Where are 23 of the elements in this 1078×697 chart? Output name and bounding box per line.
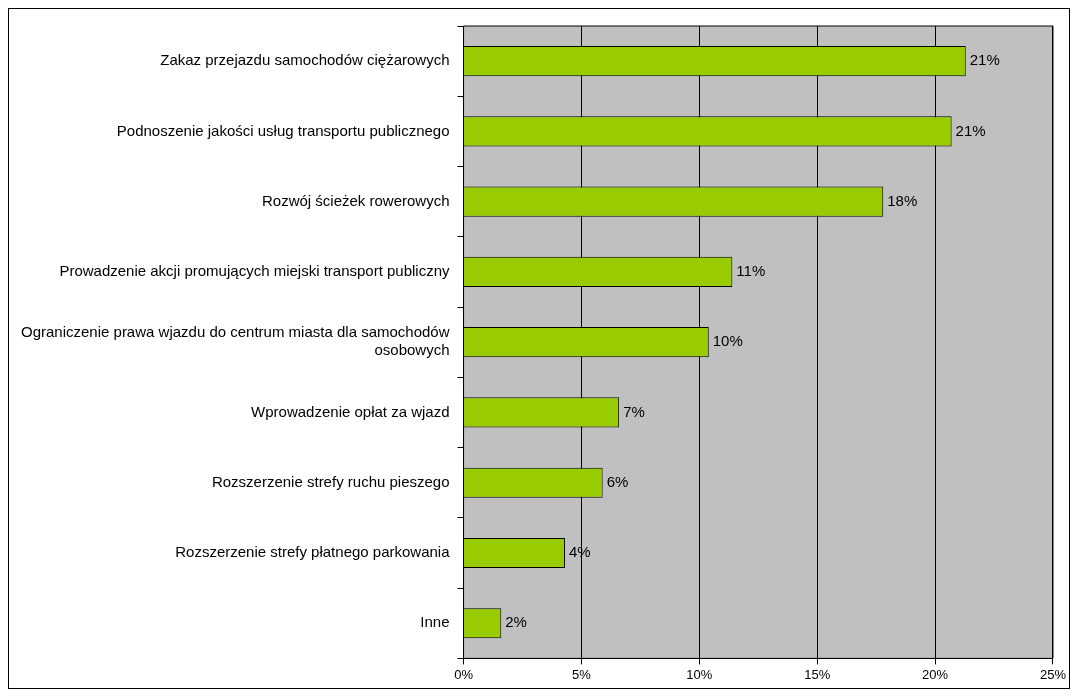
x-tick-label: 10%: [686, 666, 713, 682]
data-label: 6%: [606, 472, 629, 490]
data-label: 11%: [736, 262, 766, 280]
data-label: 7%: [623, 402, 645, 420]
y-tick-label: Wprowadzenie opłat za wjazd: [251, 402, 450, 420]
y-tick-label: Rozwój ścieżek rowerowych: [261, 191, 450, 209]
x-tick-label: 15%: [804, 666, 831, 682]
y-tick-label: Rozszerzenie strefy ruchu pieszego: [211, 472, 450, 490]
data-label: 21%: [955, 121, 986, 139]
data-label: 21%: [969, 51, 1000, 69]
x-tick-label: 25%: [1039, 666, 1067, 682]
y-tick-label: Inne: [420, 613, 450, 631]
y-tick-label: Zakaz przejazdu samochodów ciężarowych: [160, 51, 450, 69]
x-tick-label: 20%: [922, 666, 949, 682]
y-tick-label: Prowadzenie akcji promujących miejski transport publiczny: [59, 262, 451, 280]
y-tick-label: Rozszerzenie strefy płatnego parkowania: [175, 543, 451, 561]
y-tick-label: Podnoszenie jakości usług transportu publicznego: [116, 121, 450, 139]
data-label: 10%: [712, 332, 743, 350]
x-tick-label: 5%: [572, 666, 592, 682]
data-label: 18%: [887, 191, 918, 209]
y-tick-label: Ograniczenie prawa wjazdu do centrum miasta dla samochodów osobowych: [20, 323, 450, 359]
x-tick-label: 0%: [454, 666, 474, 682]
data-label: 2%: [505, 613, 527, 631]
